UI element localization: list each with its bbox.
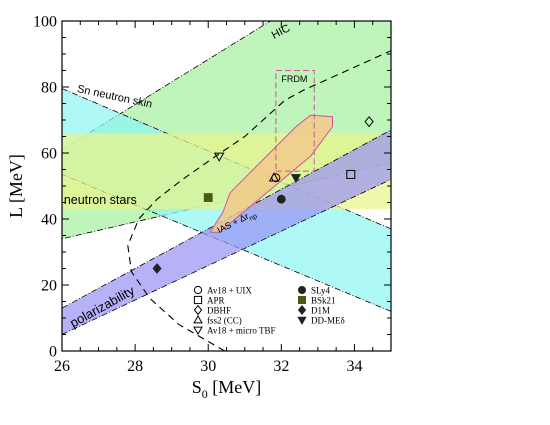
x-tick-label: 28	[127, 358, 143, 375]
legend-marker-sly4	[297, 285, 306, 294]
region-polarizability	[62, 129, 391, 335]
legend-label: BSk21	[311, 295, 336, 305]
region-ias-r-np	[209, 114, 333, 233]
legend-marker-apr	[193, 295, 203, 305]
legend-marker-fss2-cc	[193, 314, 203, 324]
legend-marker-dd-me	[297, 316, 307, 325]
region-frdm	[275, 70, 315, 172]
label-neutron-stars: neutron stars	[64, 193, 137, 207]
data-points	[152, 116, 374, 274]
legend-label: Av18 + UIX	[207, 285, 252, 295]
x-tick-label: 30	[200, 358, 216, 375]
legend-marker-bsk21	[297, 295, 306, 304]
point-dd-me-delta	[290, 174, 302, 184]
label-frdm: FRDM	[281, 74, 307, 84]
legend-marker-dbhf	[193, 304, 203, 316]
y-tick-label: 100	[33, 14, 57, 31]
y-axis-title: L [MeV]	[6, 154, 26, 218]
point-fss2-cc	[268, 172, 280, 182]
legend-label: DD-MEδ	[311, 315, 345, 325]
y-tick-label: 40	[41, 212, 57, 229]
point-bsk21	[203, 193, 213, 202]
point-apr	[346, 169, 356, 179]
legend-marker-av18-micro-tbf	[193, 326, 203, 336]
x-tick-label: 32	[273, 358, 289, 375]
point-av18-micro-tbf	[213, 152, 225, 162]
y-tick-label: 60	[41, 146, 57, 163]
curve-contour	[127, 50, 391, 351]
y-tick-label: 0	[49, 344, 57, 361]
legend-marker-d1m	[297, 305, 307, 315]
x-axis-title: S0 [MeV]	[192, 377, 262, 401]
point-d1m	[152, 263, 162, 274]
curves	[127, 50, 391, 351]
legend-label: fss2 (CC)	[207, 315, 242, 325]
legend-label: DBHF	[207, 305, 231, 315]
legend-label: Av18 + micro TBF	[207, 325, 276, 335]
legend-label: D1M	[311, 305, 330, 315]
legend-label: APR	[207, 295, 225, 305]
x-tick-label: 34	[346, 358, 362, 375]
legend-label: SLy4	[311, 285, 331, 295]
y-tick-label: 20	[41, 278, 57, 295]
x-tick-label: 26	[54, 358, 70, 375]
y-tick-label: 80	[41, 80, 57, 97]
axes: 26 28 30 32 34 0 20 40 60 80 100 S0 [MeV] L [MeV]	[6, 14, 392, 401]
point-sly4	[276, 194, 286, 204]
point-dbhf	[364, 116, 374, 128]
legend-marker-av18-uix	[193, 285, 203, 295]
